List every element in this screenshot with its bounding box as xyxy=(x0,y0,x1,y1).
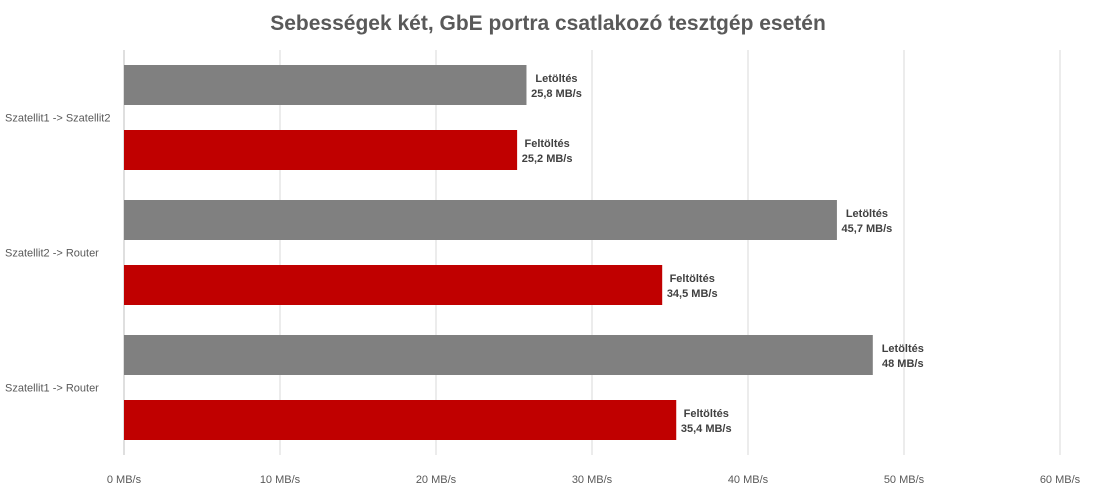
data-label: Feltöltés 25,2 MB/s xyxy=(522,138,573,165)
bar xyxy=(124,265,663,305)
bar xyxy=(124,130,518,170)
chart-title: Sebességek két, GbE portra csatlakozó te… xyxy=(270,12,826,35)
category-label: Szatellit2 -> Router xyxy=(5,248,99,260)
bar xyxy=(124,200,837,240)
data-label: Feltöltés 34,5 MB/s xyxy=(667,273,718,300)
x-tick-label: 30 MB/s xyxy=(572,474,613,486)
bar xyxy=(124,335,873,375)
x-tick-label: 20 MB/s xyxy=(416,474,457,486)
x-tick-label: 10 MB/s xyxy=(260,474,301,486)
x-tick-label: 60 MB/s xyxy=(1040,474,1081,486)
data-label: Letöltés 48 MB/s xyxy=(882,343,924,370)
bar xyxy=(124,65,527,105)
data-label: Letöltés 25,8 MB/s xyxy=(531,73,582,100)
data-label: Feltöltés 35,4 MB/s xyxy=(681,408,732,435)
category-label: Szatellit1 -> Router xyxy=(5,383,99,395)
x-tick-label: 0 MB/s xyxy=(107,474,142,486)
bar xyxy=(124,400,677,440)
x-tick-label: 40 MB/s xyxy=(728,474,769,486)
x-tick-label: 50 MB/s xyxy=(884,474,925,486)
category-label: Szatellit1 -> Szatellit2 xyxy=(5,113,110,125)
data-label: Letöltés 45,7 MB/s xyxy=(842,208,893,235)
